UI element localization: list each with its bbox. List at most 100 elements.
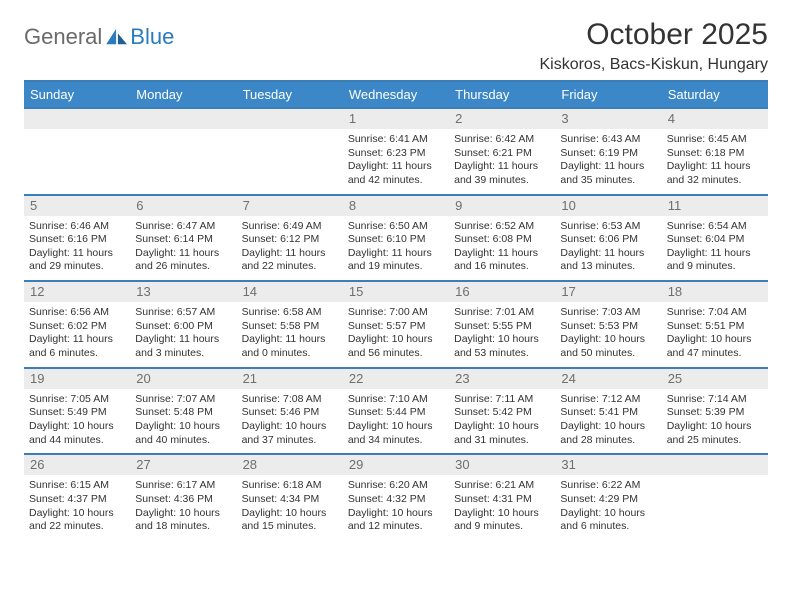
detail-row: Sunrise: 6:41 AMSunset: 6:23 PMDaylight:… <box>24 129 768 194</box>
brand-logo: General Blue <box>24 24 174 50</box>
detail-line: Sunset: 4:32 PM <box>348 493 444 507</box>
detail-line: Daylight: 11 hours and 32 minutes. <box>667 160 763 187</box>
detail-line: Sunset: 6:08 PM <box>454 233 550 247</box>
day-number: 2 <box>449 109 555 129</box>
title-block: October 2025 Kiskoros, Bacs-Kiskun, Hung… <box>539 18 768 74</box>
detail-line: Sunset: 6:00 PM <box>135 320 231 334</box>
detail-line: Daylight: 10 hours and 47 minutes. <box>667 333 763 360</box>
detail-line: Daylight: 11 hours and 42 minutes. <box>348 160 444 187</box>
detail-line: Sunrise: 6:17 AM <box>135 479 231 493</box>
detail-line: Sunrise: 6:57 AM <box>135 306 231 320</box>
detail-line: Daylight: 10 hours and 44 minutes. <box>29 420 125 447</box>
day-number: 17 <box>555 282 661 302</box>
day-number: 14 <box>237 282 343 302</box>
detail-line: Daylight: 10 hours and 6 minutes. <box>560 507 656 534</box>
detail-line: Sunrise: 7:01 AM <box>454 306 550 320</box>
day-number <box>130 109 236 129</box>
detail-line: Daylight: 11 hours and 35 minutes. <box>560 160 656 187</box>
day-number: 27 <box>130 455 236 475</box>
day-header: Sunday <box>24 82 130 107</box>
detail-line: Sunrise: 6:18 AM <box>242 479 338 493</box>
detail-line: Sunrise: 7:08 AM <box>242 393 338 407</box>
detail-line: Sunrise: 6:47 AM <box>135 220 231 234</box>
day-detail: Sunrise: 6:47 AMSunset: 6:14 PMDaylight:… <box>130 216 236 281</box>
day-number: 9 <box>449 196 555 216</box>
detail-line: Sunrise: 7:03 AM <box>560 306 656 320</box>
day-detail: Sunrise: 6:46 AMSunset: 6:16 PMDaylight:… <box>24 216 130 281</box>
detail-line: Daylight: 10 hours and 28 minutes. <box>560 420 656 447</box>
detail-line: Sunset: 6:02 PM <box>29 320 125 334</box>
location-text: Kiskoros, Bacs-Kiskun, Hungary <box>539 56 768 74</box>
calendar-week: 262728293031Sunrise: 6:15 AMSunset: 4:37… <box>24 453 768 540</box>
detail-line: Sunset: 5:55 PM <box>454 320 550 334</box>
daynum-row: 12131415161718 <box>24 281 768 302</box>
detail-line: Sunset: 6:06 PM <box>560 233 656 247</box>
day-detail: Sunrise: 6:18 AMSunset: 4:34 PMDaylight:… <box>237 475 343 540</box>
day-number: 11 <box>662 196 768 216</box>
day-detail: Sunrise: 7:03 AMSunset: 5:53 PMDaylight:… <box>555 302 661 367</box>
day-number: 25 <box>662 369 768 389</box>
daynum-row: 567891011 <box>24 195 768 216</box>
detail-line: Daylight: 10 hours and 50 minutes. <box>560 333 656 360</box>
detail-line: Daylight: 11 hours and 0 minutes. <box>242 333 338 360</box>
day-number: 19 <box>24 369 130 389</box>
detail-line: Sunrise: 6:15 AM <box>29 479 125 493</box>
day-number: 29 <box>343 455 449 475</box>
detail-line: Sunset: 4:36 PM <box>135 493 231 507</box>
day-number: 8 <box>343 196 449 216</box>
detail-line: Sunset: 6:14 PM <box>135 233 231 247</box>
day-header: Thursday <box>449 82 555 107</box>
detail-line: Sunrise: 6:54 AM <box>667 220 763 234</box>
detail-line: Daylight: 10 hours and 25 minutes. <box>667 420 763 447</box>
day-detail: Sunrise: 6:56 AMSunset: 6:02 PMDaylight:… <box>24 302 130 367</box>
day-detail: Sunrise: 7:11 AMSunset: 5:42 PMDaylight:… <box>449 389 555 454</box>
day-number: 24 <box>555 369 661 389</box>
detail-line: Sunset: 4:31 PM <box>454 493 550 507</box>
day-number: 7 <box>237 196 343 216</box>
detail-line: Sunset: 4:34 PM <box>242 493 338 507</box>
calendar-week: 1234Sunrise: 6:41 AMSunset: 6:23 PMDayli… <box>24 107 768 194</box>
calendar-week: 12131415161718Sunrise: 6:56 AMSunset: 6:… <box>24 280 768 367</box>
detail-line: Sunrise: 6:58 AM <box>242 306 338 320</box>
day-detail: Sunrise: 7:12 AMSunset: 5:41 PMDaylight:… <box>555 389 661 454</box>
day-detail: Sunrise: 6:49 AMSunset: 6:12 PMDaylight:… <box>237 216 343 281</box>
detail-line: Sunset: 6:21 PM <box>454 147 550 161</box>
detail-line: Daylight: 10 hours and 53 minutes. <box>454 333 550 360</box>
day-header: Friday <box>555 82 661 107</box>
day-detail: Sunrise: 7:08 AMSunset: 5:46 PMDaylight:… <box>237 389 343 454</box>
day-number: 5 <box>24 196 130 216</box>
detail-line: Daylight: 11 hours and 9 minutes. <box>667 247 763 274</box>
calendar-week: 567891011Sunrise: 6:46 AMSunset: 6:16 PM… <box>24 194 768 281</box>
day-detail: Sunrise: 6:58 AMSunset: 5:58 PMDaylight:… <box>237 302 343 367</box>
day-header: Monday <box>130 82 236 107</box>
detail-line: Sunrise: 7:14 AM <box>667 393 763 407</box>
detail-line: Sunset: 6:18 PM <box>667 147 763 161</box>
day-detail <box>237 129 343 194</box>
detail-line: Sunset: 6:16 PM <box>29 233 125 247</box>
detail-line: Sunrise: 7:10 AM <box>348 393 444 407</box>
detail-line: Sunrise: 6:43 AM <box>560 133 656 147</box>
daynum-row: 262728293031 <box>24 454 768 475</box>
day-detail: Sunrise: 6:54 AMSunset: 6:04 PMDaylight:… <box>662 216 768 281</box>
detail-row: Sunrise: 6:56 AMSunset: 6:02 PMDaylight:… <box>24 302 768 367</box>
day-detail: Sunrise: 7:00 AMSunset: 5:57 PMDaylight:… <box>343 302 449 367</box>
day-number: 31 <box>555 455 661 475</box>
day-detail: Sunrise: 7:05 AMSunset: 5:49 PMDaylight:… <box>24 389 130 454</box>
day-detail: Sunrise: 6:15 AMSunset: 4:37 PMDaylight:… <box>24 475 130 540</box>
detail-line: Sunset: 5:48 PM <box>135 406 231 420</box>
page-title: October 2025 <box>539 18 768 52</box>
day-number: 26 <box>24 455 130 475</box>
daynum-row: 19202122232425 <box>24 368 768 389</box>
detail-line: Sunset: 5:57 PM <box>348 320 444 334</box>
detail-line: Daylight: 11 hours and 39 minutes. <box>454 160 550 187</box>
detail-line: Sunset: 5:46 PM <box>242 406 338 420</box>
detail-line: Daylight: 10 hours and 37 minutes. <box>242 420 338 447</box>
detail-line: Daylight: 10 hours and 12 minutes. <box>348 507 444 534</box>
detail-line: Sunset: 6:04 PM <box>667 233 763 247</box>
day-number: 21 <box>237 369 343 389</box>
detail-line: Daylight: 10 hours and 34 minutes. <box>348 420 444 447</box>
day-detail: Sunrise: 6:50 AMSunset: 6:10 PMDaylight:… <box>343 216 449 281</box>
brand-part2: Blue <box>130 24 174 50</box>
day-detail: Sunrise: 6:45 AMSunset: 6:18 PMDaylight:… <box>662 129 768 194</box>
day-detail: Sunrise: 7:10 AMSunset: 5:44 PMDaylight:… <box>343 389 449 454</box>
